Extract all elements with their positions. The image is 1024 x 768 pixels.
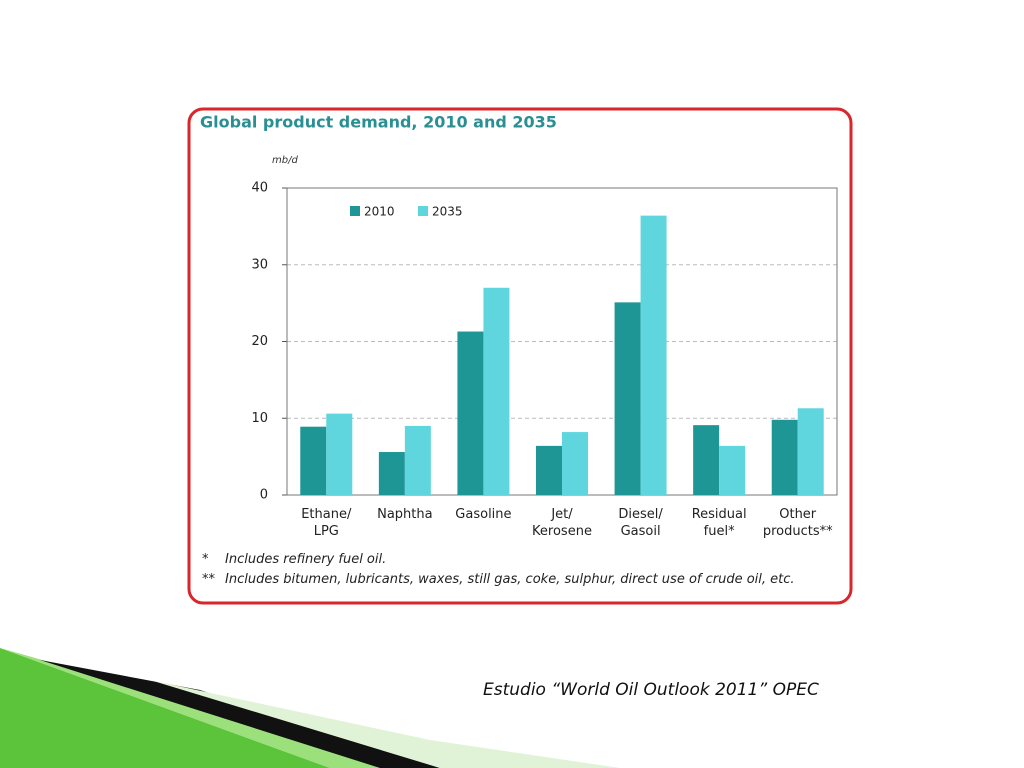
x-tick-label: Diesel/ Gasoil bbox=[618, 507, 663, 539]
card bbox=[187, 107, 853, 605]
decor bbox=[150, 680, 620, 768]
x-tick-label: Residual fuel* bbox=[691, 507, 747, 539]
bar bbox=[614, 302, 641, 495]
y-unit: mb/d bbox=[272, 155, 298, 166]
legend-swatch bbox=[418, 206, 428, 216]
legend-label: 2035 bbox=[432, 205, 463, 219]
decor bbox=[40, 660, 440, 768]
bar bbox=[719, 445, 746, 495]
footnote-marker: * bbox=[202, 552, 209, 567]
x-tick-label: Gasoline bbox=[455, 507, 512, 522]
bar bbox=[404, 425, 431, 495]
y-tick-label: 40 bbox=[251, 181, 268, 196]
bar bbox=[457, 331, 484, 495]
footnote: Includes bitumen, lubricants, waxes, sti… bbox=[225, 572, 795, 587]
bar bbox=[300, 426, 327, 495]
y-tick-label: 10 bbox=[251, 411, 268, 426]
footnote-marker: ** bbox=[202, 572, 215, 587]
x-tick-label: Jet/ Kerosene bbox=[532, 507, 592, 539]
x-tick-label: Naphtha bbox=[377, 507, 433, 522]
bar bbox=[536, 445, 562, 495]
bar bbox=[797, 408, 824, 495]
x-tick-label: Other products** bbox=[762, 507, 833, 539]
bar bbox=[483, 287, 510, 495]
footnote: Includes refinery fuel oil. bbox=[225, 552, 387, 567]
caption: Estudio “World Oil Outlook 2011” OPEC bbox=[483, 680, 819, 700]
legend-swatch bbox=[350, 206, 360, 216]
x-tick-label: Ethane/ LPG bbox=[301, 507, 352, 539]
bar bbox=[693, 425, 720, 495]
chart-title: Global product demand, 2010 and 2035 bbox=[200, 113, 557, 132]
bar bbox=[771, 419, 798, 495]
y-tick-label: 0 bbox=[260, 488, 268, 503]
bar bbox=[326, 413, 353, 495]
bar bbox=[562, 432, 588, 495]
legend-label: 2010 bbox=[364, 205, 395, 219]
y-tick-label: 30 bbox=[251, 257, 268, 272]
bar bbox=[640, 215, 667, 495]
y-tick-label: 20 bbox=[251, 334, 268, 349]
bar bbox=[378, 452, 405, 495]
